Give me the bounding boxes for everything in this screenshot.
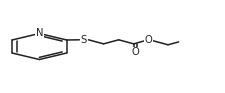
Text: N: N bbox=[36, 28, 43, 38]
Text: O: O bbox=[145, 35, 153, 45]
Text: O: O bbox=[131, 47, 139, 57]
Text: S: S bbox=[80, 35, 87, 45]
